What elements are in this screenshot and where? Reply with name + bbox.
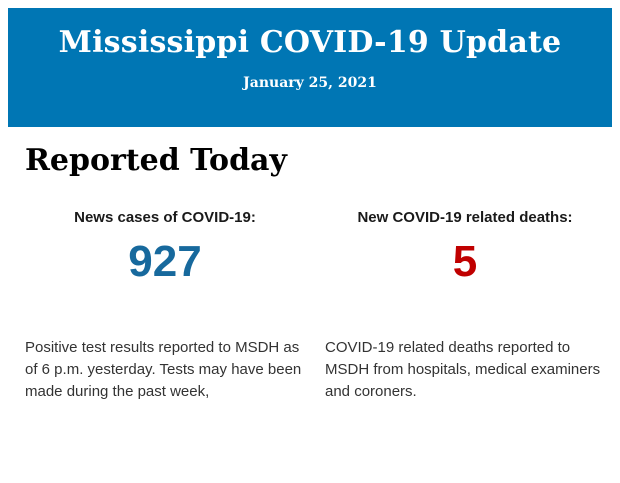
section-heading: Reported Today	[25, 143, 287, 178]
stat-card-deaths: New COVID-19 related deaths: 5 COVID-19 …	[325, 209, 605, 403]
header-banner: Mississippi COVID-19 Update January 25, …	[8, 8, 612, 127]
page-date: January 25, 2021	[243, 75, 377, 91]
new-cases-value: 927	[128, 237, 202, 286]
stat-card-new-cases: News cases of COVID-19: 927 Positive tes…	[25, 209, 305, 403]
deaths-value: 5	[452, 237, 478, 286]
deaths-label: New COVID-19 related deaths:	[357, 209, 573, 226]
stats-grid: News cases of COVID-19: 927 Positive tes…	[25, 209, 605, 403]
deaths-description: COVID-19 related deaths reported to MSDH…	[325, 339, 601, 400]
new-cases-label: News cases of COVID-19:	[74, 209, 256, 226]
page-title: Mississippi COVID-19 Update	[58, 25, 562, 60]
new-cases-description: Positive test results reported to MSDH a…	[25, 339, 302, 400]
